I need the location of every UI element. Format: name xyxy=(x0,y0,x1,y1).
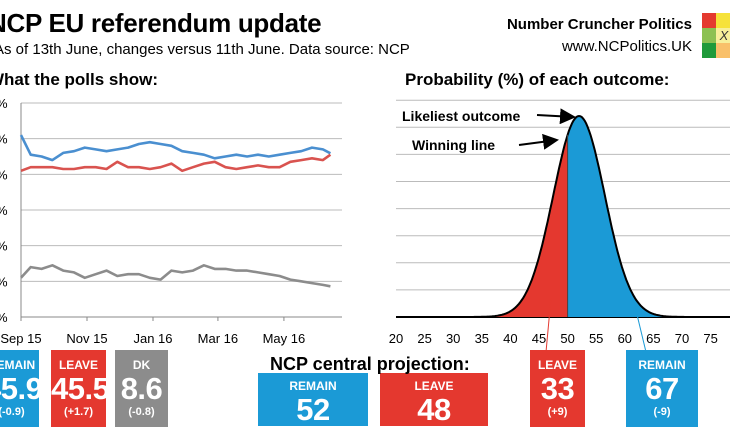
distribution-curve xyxy=(396,114,730,318)
y-tick-label: % xyxy=(0,310,8,325)
x-tick-label: 70 xyxy=(675,331,689,346)
box-label: LEAVE xyxy=(58,358,99,372)
y-tick-label: % xyxy=(0,167,8,182)
x-tick-label: 40 xyxy=(503,331,517,346)
annotation-winning-line: Winning line xyxy=(412,137,495,153)
leave-projection-box: LEAVE 48 xyxy=(380,373,488,427)
y-tick-label: % xyxy=(0,203,8,218)
logo-cell xyxy=(702,13,716,28)
box-change: (-0.9) xyxy=(0,406,25,418)
x-tick-label: 20 xyxy=(389,331,403,346)
box-value: 45.9 xyxy=(0,371,43,406)
box-label: LEAVE xyxy=(537,358,578,372)
box-change: (-9) xyxy=(653,406,671,418)
leave-probability-box: LEAVE 33 (+9) xyxy=(530,350,585,427)
logo-cell xyxy=(716,43,730,58)
remain-probability-box: REMAIN 67 (-9) xyxy=(626,350,698,427)
remain-area xyxy=(567,116,730,317)
arrow-winning-line xyxy=(518,133,559,150)
box-change: (+9) xyxy=(547,406,568,418)
box-label: REMAIN xyxy=(0,358,36,372)
leave-series-line xyxy=(20,153,332,173)
box-label: DK xyxy=(132,358,151,372)
box-label: REMAIN xyxy=(289,379,337,393)
logo-cell: X xyxy=(716,28,730,43)
y-tick-label: % xyxy=(0,132,8,147)
box-value: 45.5 xyxy=(51,371,110,406)
y-tick-label: % xyxy=(0,96,8,111)
remain-series-line xyxy=(19,134,331,162)
polls-line-chart: %%%%%%% Sep 15 Nov 15 Jan 16 Mar 16 May 16 xyxy=(0,96,342,346)
dk-poll-box: DK 8.6 (-0.8) xyxy=(115,350,168,427)
x-tick-label: 45 xyxy=(532,331,546,346)
y-tick-label: % xyxy=(0,239,8,254)
probability-heading: Probability (%) of each outcome: xyxy=(405,70,670,89)
brand-url: www.NCPolitics.UK xyxy=(561,38,692,55)
logo-cell xyxy=(702,28,716,43)
logo-cell xyxy=(702,43,716,58)
annotation-likeliest: Likeliest outcome xyxy=(402,108,520,124)
box-change: (-0.8) xyxy=(128,406,155,418)
probability-chart: 20 25 30 35 40 45 50 55 60 65 70 75 Likeliest outcom… xyxy=(389,99,730,346)
brand-logo: X xyxy=(702,13,730,58)
x-tick-label: 60 xyxy=(618,331,632,346)
x-tick-label: Mar 16 xyxy=(198,331,238,346)
x-tick-label: Nov 15 xyxy=(66,331,107,346)
polls-heading: What the polls show: xyxy=(0,70,158,89)
remain-connector xyxy=(632,297,647,353)
x-tick-label: 75 xyxy=(703,331,717,346)
x-tick-label: May 16 xyxy=(263,331,306,346)
x-tick-label: 65 xyxy=(646,331,660,346)
box-value: 33 xyxy=(540,371,575,406)
brand-name: Number Cruncher Politics xyxy=(506,16,692,33)
remain-projection-box: REMAIN 52 xyxy=(258,373,368,427)
y-tick-label: % xyxy=(0,274,8,289)
box-value: 48 xyxy=(417,392,451,427)
leave-poll-box: LEAVE 45.5 (+1.7) xyxy=(51,350,110,427)
dk-series-line xyxy=(20,264,331,288)
remain-poll-box: REMAIN45.9(-0.9) xyxy=(0,350,43,427)
box-value: 52 xyxy=(296,392,330,427)
x-tick-label: 25 xyxy=(417,331,431,346)
x-tick-label: 50 xyxy=(560,331,574,346)
box-value: 8.6 xyxy=(120,371,163,406)
x-tick-label: 30 xyxy=(446,331,460,346)
box-label: REMAIN xyxy=(638,358,686,372)
box-label: LEAVE xyxy=(414,379,454,393)
page-subtitle: As of 13th June, changes versus 11th Jun… xyxy=(0,41,410,58)
x-tick-label: 35 xyxy=(475,331,489,346)
arrow-likeliest xyxy=(536,108,576,125)
page-title: NCP EU referendum update xyxy=(0,8,322,38)
connector-lines xyxy=(545,297,647,353)
leave-connector xyxy=(545,297,552,353)
x-tick-label: Sep 15 xyxy=(0,331,41,346)
box-change: (+1.7) xyxy=(63,406,94,418)
projection-heading: NCP central projection: xyxy=(270,354,470,374)
logo-cell xyxy=(716,13,730,28)
box-value: 67 xyxy=(645,371,679,406)
x-tick-label: Jan 16 xyxy=(133,331,172,346)
x-tick-label: 55 xyxy=(589,331,603,346)
